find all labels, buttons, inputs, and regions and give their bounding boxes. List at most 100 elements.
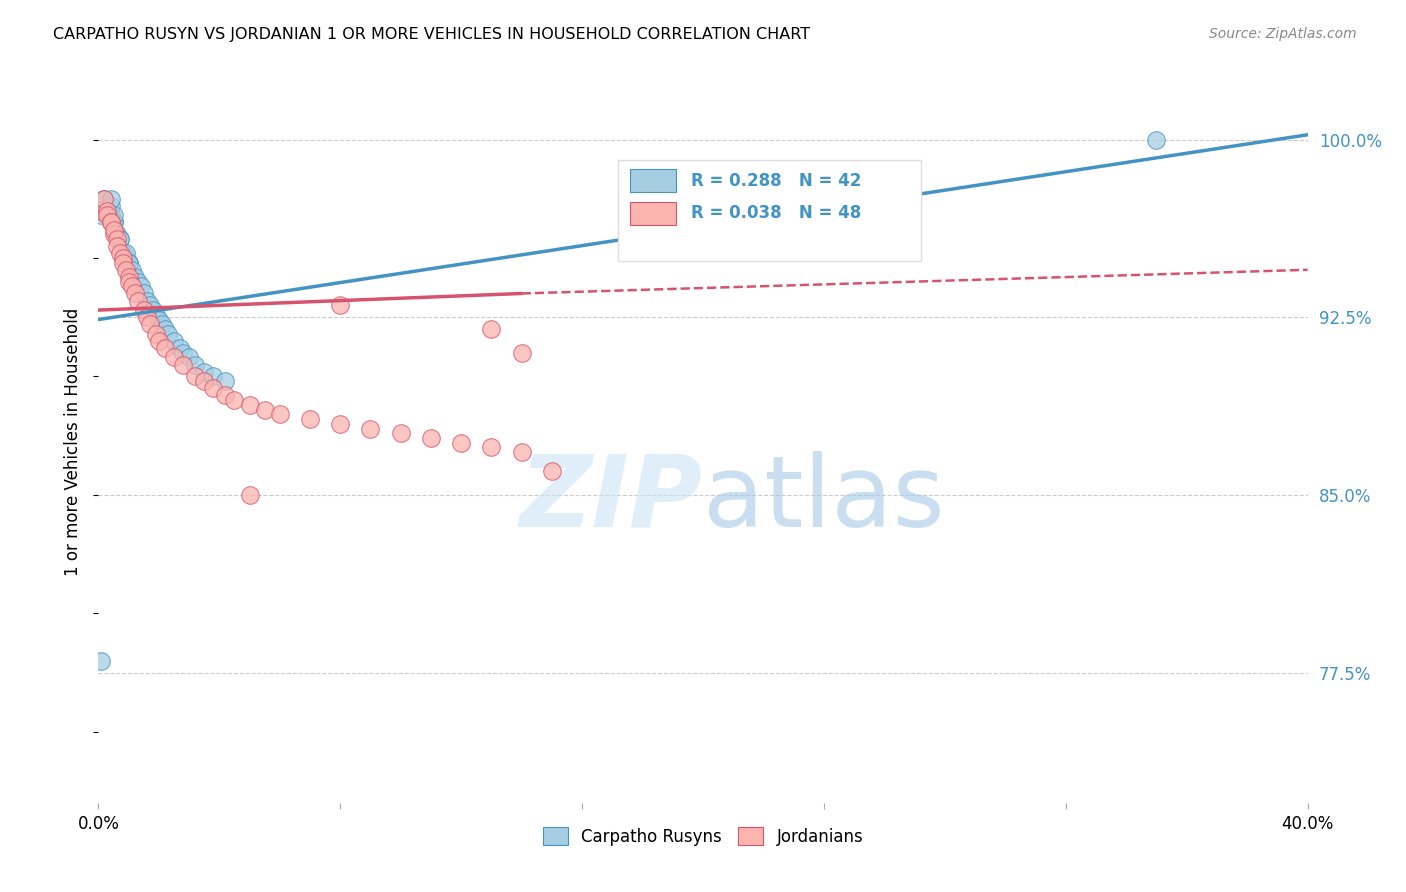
Point [329, 417, 352, 431]
Point [202, 369, 225, 384]
Point [184, 369, 207, 384]
Point [90, 654, 112, 668]
Point [93, 192, 115, 206]
Point [132, 303, 155, 318]
Point [169, 341, 191, 355]
Point [145, 326, 167, 341]
Point [510, 445, 533, 459]
Legend: Carpatho Rusyns, Jordanians: Carpatho Rusyns, Jordanians [536, 821, 870, 852]
Point [105, 227, 128, 242]
Point [163, 334, 186, 348]
Point [148, 334, 170, 348]
Point [420, 431, 443, 445]
Bar [630, 169, 676, 193]
Point [135, 293, 157, 308]
Point [114, 251, 136, 265]
Point [214, 374, 236, 388]
Text: atlas: atlas [703, 450, 945, 548]
Point [127, 293, 149, 308]
Point [253, 402, 276, 417]
Point [239, 488, 262, 502]
Point [100, 199, 122, 213]
Point [93, 192, 115, 206]
Point [269, 407, 291, 421]
Point [114, 246, 136, 260]
Point [124, 286, 146, 301]
Point [103, 215, 125, 229]
Point [114, 262, 136, 277]
Point [96, 203, 118, 218]
Point [1144, 132, 1167, 146]
Point [100, 192, 122, 206]
Point [239, 398, 262, 412]
Point [100, 215, 122, 229]
Y-axis label: 1 or more Vehicles in Household: 1 or more Vehicles in Household [65, 308, 83, 575]
Point [90, 208, 112, 222]
Point [450, 435, 472, 450]
Bar [619, 160, 921, 260]
Text: CARPATHO RUSYN VS JORDANIAN 1 OR MORE VEHICLES IN HOUSEHOLD CORRELATION CHART: CARPATHO RUSYN VS JORDANIAN 1 OR MORE VE… [53, 27, 810, 42]
Point [135, 310, 157, 325]
Point [150, 318, 173, 332]
Point [139, 318, 162, 332]
Point [156, 326, 179, 341]
Point [172, 358, 194, 372]
Point [129, 279, 152, 293]
Point [111, 255, 134, 269]
Point [90, 203, 112, 218]
Point [127, 275, 149, 289]
Point [111, 251, 134, 265]
Point [179, 351, 201, 365]
Point [481, 322, 503, 336]
Point [202, 381, 225, 395]
Point [103, 215, 125, 229]
Point [153, 322, 176, 336]
Point [481, 441, 503, 455]
Point [132, 286, 155, 301]
Point [105, 239, 128, 253]
Point [111, 246, 134, 260]
Point [105, 232, 128, 246]
Point [108, 232, 131, 246]
Point [184, 358, 207, 372]
Point [118, 275, 141, 289]
Point [193, 365, 215, 379]
Point [299, 412, 322, 426]
Point [224, 393, 246, 408]
Point [118, 255, 141, 269]
Point [103, 222, 125, 236]
Point [329, 298, 352, 312]
Point [108, 232, 131, 246]
Point [139, 298, 162, 312]
Bar [630, 202, 676, 225]
Point [100, 215, 122, 229]
Point [389, 426, 412, 441]
Point [96, 203, 118, 218]
Point [163, 351, 186, 365]
Point [145, 308, 167, 322]
Point [153, 341, 176, 355]
Point [118, 255, 141, 269]
Point [121, 279, 143, 293]
Point [124, 269, 146, 284]
Point [103, 227, 125, 242]
Point [193, 374, 215, 388]
Point [103, 208, 125, 222]
Point [108, 246, 131, 260]
Point [93, 192, 115, 206]
Point [214, 388, 236, 402]
Point [148, 312, 170, 326]
Text: ZIP: ZIP [520, 450, 703, 548]
Point [96, 208, 118, 222]
Point [172, 345, 194, 359]
Point [121, 262, 143, 277]
Text: Source: ZipAtlas.com: Source: ZipAtlas.com [1209, 27, 1357, 41]
Point [142, 303, 165, 318]
Point [510, 345, 533, 359]
Text: R = 0.038   N = 48: R = 0.038 N = 48 [690, 204, 860, 222]
Point [540, 464, 562, 478]
Point [118, 269, 141, 284]
Point [100, 208, 122, 222]
Point [360, 421, 382, 435]
Text: R = 0.288   N = 42: R = 0.288 N = 42 [690, 172, 862, 190]
